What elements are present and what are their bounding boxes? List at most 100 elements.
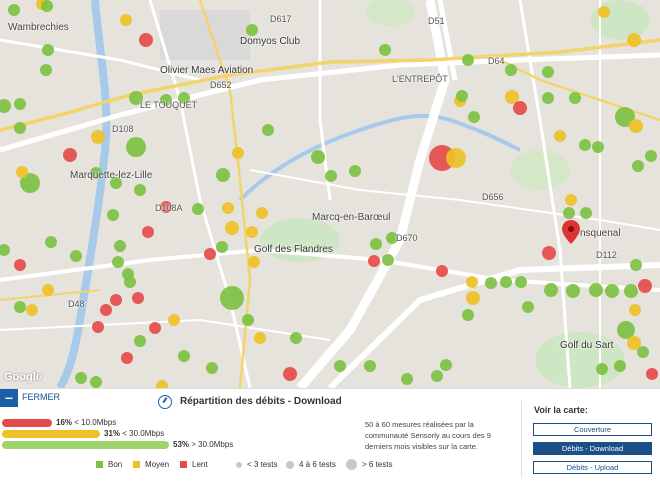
speed-test-marker[interactable] — [466, 276, 478, 288]
speed-test-marker[interactable] — [216, 168, 230, 182]
speed-test-marker[interactable] — [156, 380, 168, 388]
speed-test-marker[interactable] — [134, 184, 146, 196]
speed-test-marker[interactable] — [132, 292, 144, 304]
speed-test-marker[interactable] — [379, 44, 391, 56]
map-view[interactable]: Wambrechies Domyos Club Olivier Maes Avi… — [0, 0, 660, 388]
speed-test-marker[interactable] — [121, 352, 133, 364]
speed-test-marker[interactable] — [615, 107, 635, 127]
close-label[interactable]: FERMER — [22, 392, 60, 402]
speed-test-marker[interactable] — [42, 44, 54, 56]
speed-test-marker[interactable] — [382, 254, 394, 266]
speed-test-marker[interactable] — [232, 147, 244, 159]
speed-test-marker[interactable] — [220, 286, 244, 310]
speed-test-marker[interactable] — [505, 90, 519, 104]
speed-test-marker[interactable] — [40, 64, 52, 76]
speed-test-marker[interactable] — [436, 265, 448, 277]
speed-test-marker[interactable] — [26, 304, 38, 316]
speed-test-marker[interactable] — [114, 240, 126, 252]
speed-test-marker[interactable] — [112, 256, 124, 268]
speed-test-marker[interactable] — [589, 283, 603, 297]
speed-test-marker[interactable] — [485, 277, 497, 289]
speed-test-marker[interactable] — [334, 360, 346, 372]
speed-test-marker[interactable] — [216, 241, 228, 253]
speed-test-marker[interactable] — [20, 173, 40, 193]
speed-test-marker[interactable] — [100, 304, 112, 316]
speed-test-marker[interactable] — [456, 90, 468, 102]
speed-test-marker[interactable] — [542, 66, 554, 78]
speed-test-marker[interactable] — [542, 246, 556, 260]
speed-test-marker[interactable] — [225, 221, 239, 235]
speed-test-marker[interactable] — [110, 177, 122, 189]
speed-test-marker[interactable] — [0, 99, 11, 113]
speed-test-marker[interactable] — [440, 359, 452, 371]
speed-test-marker[interactable] — [256, 207, 268, 219]
speed-test-marker[interactable] — [505, 64, 517, 76]
speed-test-marker[interactable] — [110, 294, 122, 306]
speed-test-marker[interactable] — [14, 259, 26, 271]
speed-test-marker[interactable] — [614, 360, 626, 372]
speed-test-marker[interactable] — [107, 209, 119, 221]
speed-test-marker[interactable] — [645, 150, 657, 162]
speed-test-marker[interactable] — [592, 141, 604, 153]
speed-test-marker[interactable] — [605, 284, 619, 298]
upload-speed-button[interactable]: Débits - Upload — [533, 461, 652, 474]
speed-test-marker[interactable] — [45, 236, 57, 248]
speed-test-marker[interactable] — [91, 130, 105, 144]
speed-test-marker[interactable] — [126, 137, 146, 157]
speed-test-marker[interactable] — [627, 336, 641, 350]
download-speed-button[interactable]: Débits - Download — [533, 442, 652, 455]
speed-test-marker[interactable] — [283, 367, 297, 381]
speed-test-marker[interactable] — [160, 94, 172, 106]
speed-test-marker[interactable] — [325, 170, 337, 182]
speed-test-marker[interactable] — [204, 248, 216, 260]
speed-test-marker[interactable] — [254, 332, 266, 344]
speed-test-marker[interactable] — [0, 244, 10, 256]
speed-test-marker[interactable] — [386, 232, 398, 244]
speed-test-marker[interactable] — [569, 92, 581, 104]
speed-test-marker[interactable] — [370, 238, 382, 250]
speed-test-marker[interactable] — [500, 276, 512, 288]
speed-test-marker[interactable] — [596, 363, 608, 375]
speed-test-marker[interactable] — [90, 167, 102, 179]
speed-test-marker[interactable] — [92, 321, 104, 333]
speed-test-marker[interactable] — [90, 376, 102, 388]
speed-test-marker[interactable] — [446, 148, 466, 168]
speed-test-marker[interactable] — [580, 207, 592, 219]
speed-test-marker[interactable] — [192, 203, 204, 215]
speed-test-marker[interactable] — [290, 332, 302, 344]
speed-test-marker[interactable] — [630, 259, 642, 271]
speed-test-marker[interactable] — [638, 279, 652, 293]
coverage-button[interactable]: Couverture — [533, 423, 652, 436]
speed-test-marker[interactable] — [178, 350, 190, 362]
speed-test-marker[interactable] — [566, 284, 580, 298]
speed-test-marker[interactable] — [617, 321, 635, 339]
speed-test-marker[interactable] — [139, 33, 153, 47]
speed-test-marker[interactable] — [124, 276, 136, 288]
speed-test-marker[interactable] — [629, 304, 641, 316]
speed-test-marker[interactable] — [242, 314, 254, 326]
speed-test-marker[interactable] — [246, 226, 258, 238]
speed-test-marker[interactable] — [431, 370, 443, 382]
speed-test-marker[interactable] — [565, 194, 577, 206]
speed-test-marker[interactable] — [70, 250, 82, 262]
speed-test-marker[interactable] — [14, 98, 26, 110]
speed-test-marker[interactable] — [134, 335, 146, 347]
speed-test-marker[interactable] — [75, 372, 87, 384]
speed-test-marker[interactable] — [41, 0, 53, 12]
speed-test-marker[interactable] — [178, 92, 190, 104]
speed-test-marker[interactable] — [248, 256, 260, 268]
speed-test-marker[interactable] — [168, 314, 180, 326]
speed-test-marker[interactable] — [598, 6, 610, 18]
speed-test-marker[interactable] — [632, 160, 644, 172]
speed-test-marker[interactable] — [554, 130, 566, 142]
speed-test-marker[interactable] — [262, 124, 274, 136]
speed-test-marker[interactable] — [468, 111, 480, 123]
close-button[interactable]: – — [0, 389, 18, 407]
speed-test-marker[interactable] — [120, 14, 132, 26]
speed-test-marker[interactable] — [627, 33, 641, 47]
speed-test-marker[interactable] — [129, 91, 143, 105]
speed-test-marker[interactable] — [466, 291, 480, 305]
speed-test-marker[interactable] — [63, 148, 77, 162]
speed-test-marker[interactable] — [16, 166, 28, 178]
speed-test-marker[interactable] — [8, 4, 20, 16]
